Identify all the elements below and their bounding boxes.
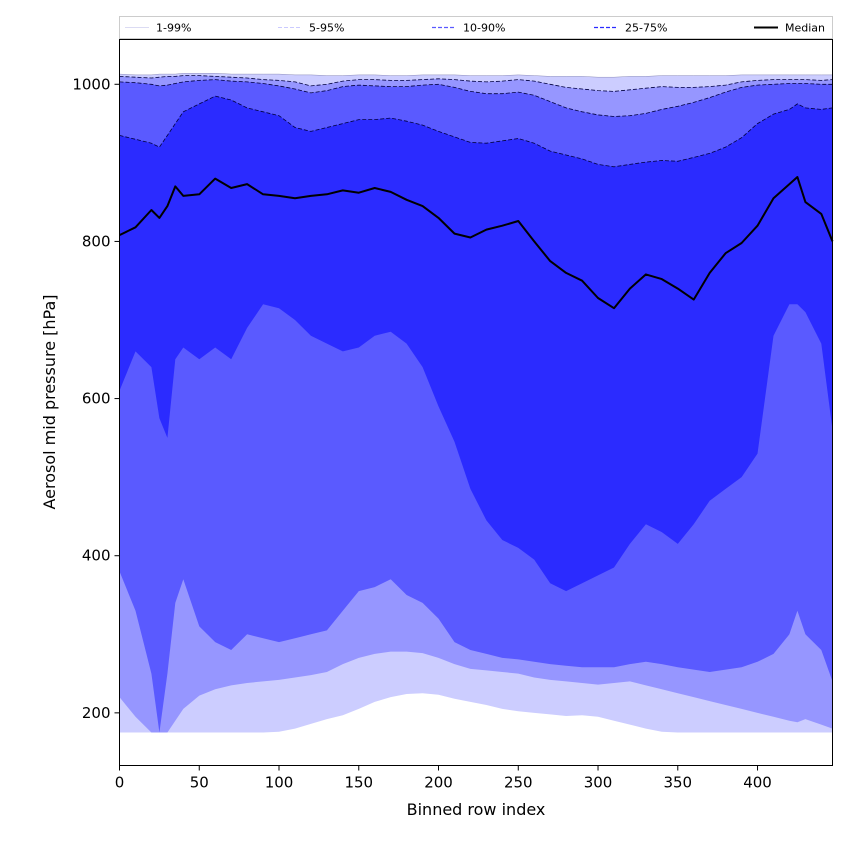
legend-label: 1-99% <box>156 22 191 35</box>
plot-frame <box>119 39 833 766</box>
legend-label: 10-90% <box>463 22 505 35</box>
legend-label: 5-95% <box>309 22 344 35</box>
band-25-75% <box>119 96 833 592</box>
lines-layer <box>119 176 834 310</box>
legend-label: 25-75% <box>625 22 667 35</box>
legend: 1-99% 5-95% 10-90% 25-75% Median <box>119 16 833 39</box>
legend-label: Median <box>785 22 825 35</box>
x-tick-label: 100 <box>265 774 294 792</box>
x-tick-label: 250 <box>504 774 533 792</box>
y-axis-label: Aerosol mid pressure [hPa] <box>40 294 59 509</box>
x-tick-label: 0 <box>115 774 125 792</box>
x-tick-label: 300 <box>584 774 613 792</box>
bands-layer <box>119 73 833 733</box>
y-tick-label: 200 <box>82 704 111 722</box>
y-axis: 200 400 600 800 1000 <box>72 75 120 722</box>
x-tick-label: 350 <box>663 774 692 792</box>
legend-box <box>119 16 833 39</box>
band-edge-1-99% <box>119 73 833 78</box>
y-tick-label: 1000 <box>72 75 110 93</box>
x-tick-label: 150 <box>344 774 373 792</box>
x-tick-label: 50 <box>190 774 209 792</box>
band-edge-5-95% <box>119 75 833 92</box>
x-tick-label: 200 <box>424 774 453 792</box>
y-tick-label: 400 <box>82 547 111 565</box>
band-edge-10-90% <box>119 79 833 117</box>
band-edge-25-75% <box>119 95 833 168</box>
x-axis: 0 50 100 150 200 250 300 350 400 <box>115 765 772 792</box>
series-line-median <box>119 176 834 310</box>
x-tick-label: 400 <box>743 774 772 792</box>
x-axis-label: Binned row index <box>407 800 546 819</box>
y-tick-label: 600 <box>82 390 111 408</box>
y-tick-label: 800 <box>82 232 111 250</box>
